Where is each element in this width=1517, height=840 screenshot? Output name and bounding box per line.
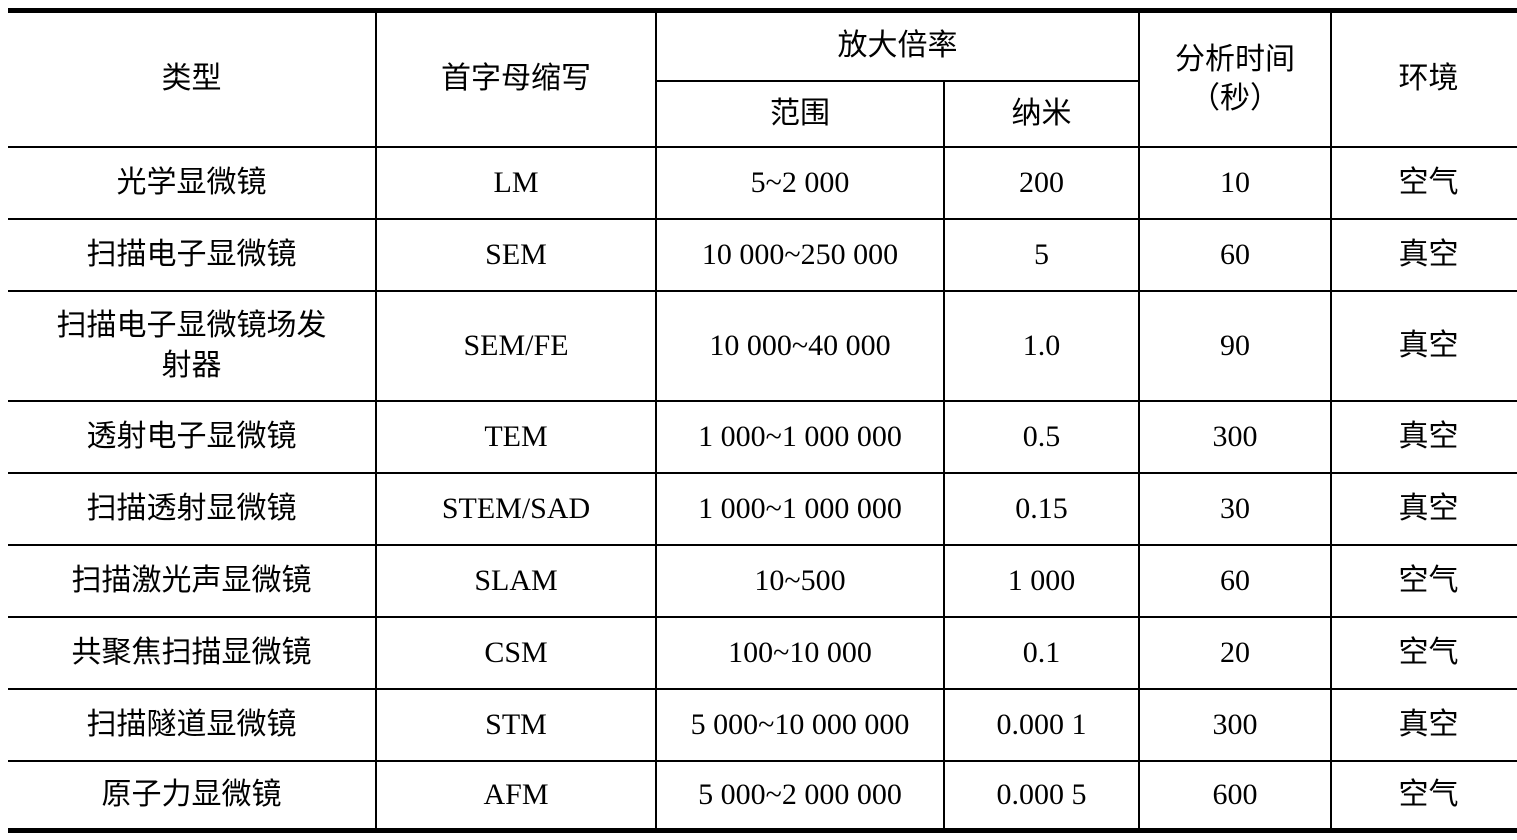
cell-type: 扫描电子显微镜 [7, 217, 377, 292]
table-row: 透射电子显微镜 TEM 1 000~1 000 000 0.5 300 真空 [7, 399, 1517, 474]
header-analysis-time: 分析时间 （秒） [1138, 9, 1332, 148]
cell-type: 原子力显微镜 [7, 759, 377, 832]
cell-type: 共聚焦扫描显微镜 [7, 615, 377, 690]
cell-analysis-time: 600 [1138, 759, 1332, 832]
cell-type: 扫描电子显微镜场发射器 [7, 289, 377, 402]
cell-type: 透射电子显微镜 [7, 399, 377, 474]
cell-acronym: SLAM [375, 543, 657, 618]
cell-range: 10 000~250 000 [655, 217, 945, 292]
cell-analysis-time: 60 [1138, 217, 1332, 292]
cell-nanometer: 0.15 [943, 471, 1140, 546]
cell-nanometer: 0.1 [943, 615, 1140, 690]
table-header: 类型 首字母缩写 放大倍率 分析时间 （秒） 环境 范围 纳米 [7, 9, 1517, 148]
cell-analysis-time: 90 [1138, 289, 1332, 402]
cell-acronym: CSM [375, 615, 657, 690]
table-row: 扫描电子显微镜 SEM 10 000~250 000 5 60 真空 [7, 217, 1517, 292]
cell-analysis-time: 300 [1138, 399, 1332, 474]
microscope-comparison-table: 类型 首字母缩写 放大倍率 分析时间 （秒） 环境 范围 纳米 光学显微镜 LM… [7, 8, 1517, 833]
cell-analysis-time: 10 [1138, 145, 1332, 220]
cell-type: 光学显微镜 [7, 145, 377, 220]
cell-environment: 真空 [1330, 217, 1517, 292]
header-nanometer: 纳米 [943, 79, 1140, 148]
header-magnification: 放大倍率 [655, 9, 1140, 82]
cell-acronym: TEM [375, 399, 657, 474]
cell-acronym: LM [375, 145, 657, 220]
header-environment: 环境 [1330, 9, 1517, 148]
cell-acronym: SEM [375, 217, 657, 292]
cell-range: 5~2 000 [655, 145, 945, 220]
header-acronym: 首字母缩写 [375, 9, 657, 148]
cell-environment: 空气 [1330, 759, 1517, 832]
cell-nanometer: 1 000 [943, 543, 1140, 618]
table-body: 光学显微镜 LM 5~2 000 200 10 空气 扫描电子显微镜 SEM 1… [7, 145, 1517, 832]
cell-range: 10 000~40 000 [655, 289, 945, 402]
table-row: 原子力显微镜 AFM 5 000~2 000 000 0.000 5 600 空… [7, 759, 1517, 832]
cell-analysis-time: 300 [1138, 687, 1332, 762]
cell-range: 5 000~10 000 000 [655, 687, 945, 762]
cell-range: 5 000~2 000 000 [655, 759, 945, 832]
cell-nanometer: 1.0 [943, 289, 1140, 402]
cell-nanometer: 0.000 5 [943, 759, 1140, 832]
cell-nanometer: 5 [943, 217, 1140, 292]
cell-environment: 真空 [1330, 471, 1517, 546]
cell-nanometer: 0.5 [943, 399, 1140, 474]
cell-environment: 真空 [1330, 289, 1517, 402]
header-row-top: 类型 首字母缩写 放大倍率 分析时间 （秒） 环境 [7, 9, 1517, 148]
cell-environment: 空气 [1330, 543, 1517, 618]
table-row: 扫描隧道显微镜 STM 5 000~10 000 000 0.000 1 300… [7, 687, 1517, 762]
cell-analysis-time: 30 [1138, 471, 1332, 546]
cell-analysis-time: 60 [1138, 543, 1332, 618]
table-row: 扫描电子显微镜场发射器 SEM/FE 10 000~40 000 1.0 90 … [7, 289, 1517, 402]
cell-type: 扫描隧道显微镜 [7, 687, 377, 762]
table-row: 光学显微镜 LM 5~2 000 200 10 空气 [7, 145, 1517, 220]
header-type: 类型 [7, 9, 377, 148]
cell-acronym: STM [375, 687, 657, 762]
cell-range: 1 000~1 000 000 [655, 471, 945, 546]
cell-environment: 真空 [1330, 399, 1517, 474]
cell-acronym: SEM/FE [375, 289, 657, 402]
table-row: 共聚焦扫描显微镜 CSM 100~10 000 0.1 20 空气 [7, 615, 1517, 690]
cell-environment: 空气 [1330, 615, 1517, 690]
cell-acronym: STEM/SAD [375, 471, 657, 546]
cell-range: 100~10 000 [655, 615, 945, 690]
cell-type: 扫描激光声显微镜 [7, 543, 377, 618]
cell-range: 10~500 [655, 543, 945, 618]
cell-nanometer: 0.000 1 [943, 687, 1140, 762]
cell-nanometer: 200 [943, 145, 1140, 220]
header-row-sub: 范围 纳米 [8, 79, 1517, 148]
cell-type: 扫描透射显微镜 [7, 471, 377, 546]
table-row: 扫描激光声显微镜 SLAM 10~500 1 000 60 空气 [7, 543, 1517, 618]
cell-analysis-time: 20 [1138, 615, 1332, 690]
cell-environment: 真空 [1330, 687, 1517, 762]
cell-acronym: AFM [375, 759, 657, 832]
cell-range: 1 000~1 000 000 [655, 399, 945, 474]
table-row: 扫描透射显微镜 STEM/SAD 1 000~1 000 000 0.15 30… [7, 471, 1517, 546]
cell-environment: 空气 [1330, 145, 1517, 220]
header-range: 范围 [655, 79, 945, 148]
